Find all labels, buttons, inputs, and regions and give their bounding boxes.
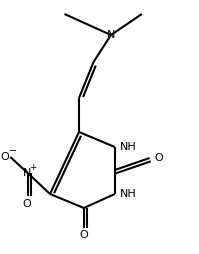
Text: −: − [9,146,17,156]
Text: O: O [22,199,31,209]
Text: NH: NH [120,189,136,199]
Text: O: O [1,152,9,162]
Text: N: N [107,30,115,40]
Text: O: O [79,230,88,240]
Text: +: + [29,164,36,172]
Text: O: O [154,153,163,163]
Text: N: N [22,168,31,178]
Text: NH: NH [120,142,136,152]
